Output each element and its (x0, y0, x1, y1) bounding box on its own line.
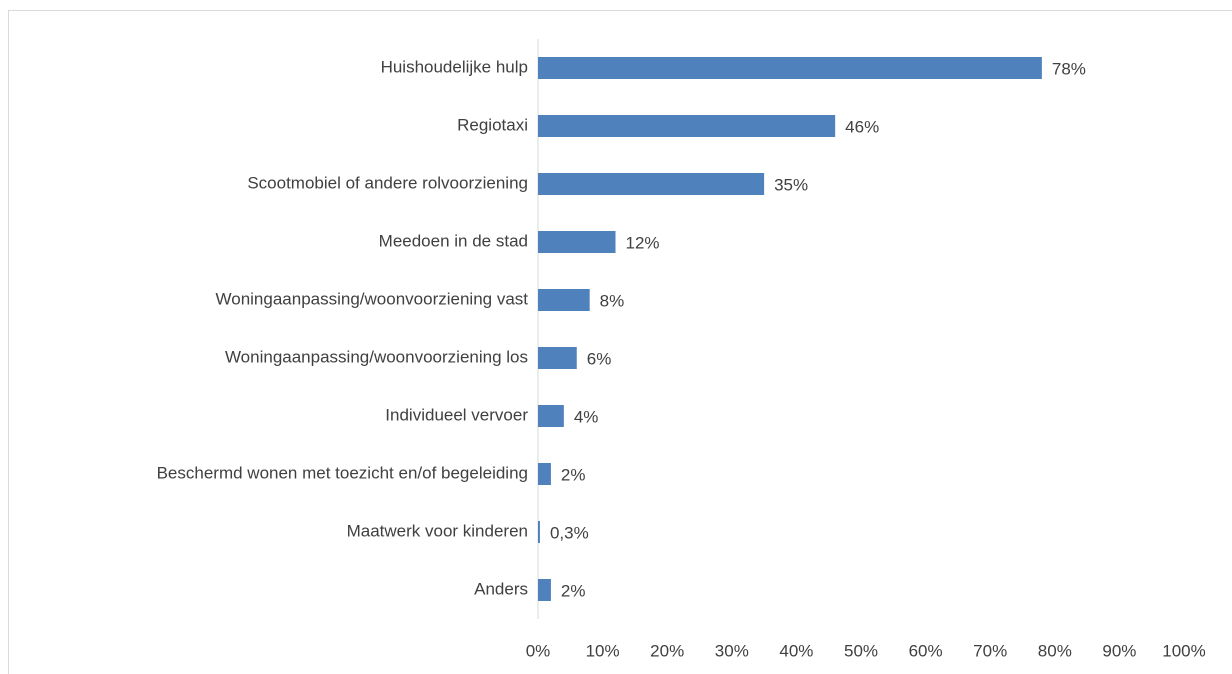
value-label: 4% (574, 407, 599, 426)
x-tick-label: 50% (844, 641, 878, 660)
category-label: Anders (474, 579, 528, 598)
category-label: Regiotaxi (457, 115, 528, 134)
bar (538, 57, 1042, 79)
value-label: 2% (561, 465, 586, 484)
x-tick-label: 30% (715, 641, 749, 660)
category-label: Woningaanpassing/woonvoorziening vast (216, 289, 529, 308)
chart-frame (8, 10, 1232, 674)
bar (538, 115, 836, 137)
x-tick-label: 10% (586, 641, 620, 660)
x-tick-label: 20% (650, 641, 684, 660)
category-label: Beschermd wonen met toezicht en/of begel… (157, 463, 528, 482)
category-label: Individueel vervoer (385, 405, 528, 424)
category-label: Woningaanpassing/woonvoorziening los (225, 347, 528, 366)
x-tick-label: 100% (1162, 641, 1205, 660)
value-label: 8% (600, 291, 625, 310)
value-label: 6% (587, 349, 612, 368)
x-tick-label: 70% (973, 641, 1007, 660)
x-tick-label: 90% (1102, 641, 1136, 660)
bar (538, 289, 590, 311)
x-tick-label: 0% (526, 641, 551, 660)
value-label: 46% (845, 117, 879, 136)
x-tick-label: 40% (779, 641, 813, 660)
bar (538, 231, 616, 253)
bar (538, 347, 577, 369)
value-label: 0,3% (550, 523, 589, 542)
bar (538, 463, 551, 485)
bar (538, 405, 564, 427)
value-label: 12% (626, 233, 660, 252)
category-label: Meedoen in de stad (379, 231, 528, 250)
value-label: 2% (561, 581, 586, 600)
bar (538, 173, 765, 195)
category-label: Scootmobiel of andere rolvoorziening (247, 173, 528, 192)
value-label: 35% (774, 175, 808, 194)
value-label: 78% (1052, 59, 1086, 78)
bar (538, 579, 551, 601)
category-label: Maatwerk voor kinderen (347, 521, 528, 540)
x-tick-label: 80% (1038, 641, 1072, 660)
bar (538, 521, 540, 543)
x-tick-label: 60% (909, 641, 943, 660)
category-label: Huishoudelijke hulp (381, 57, 528, 76)
